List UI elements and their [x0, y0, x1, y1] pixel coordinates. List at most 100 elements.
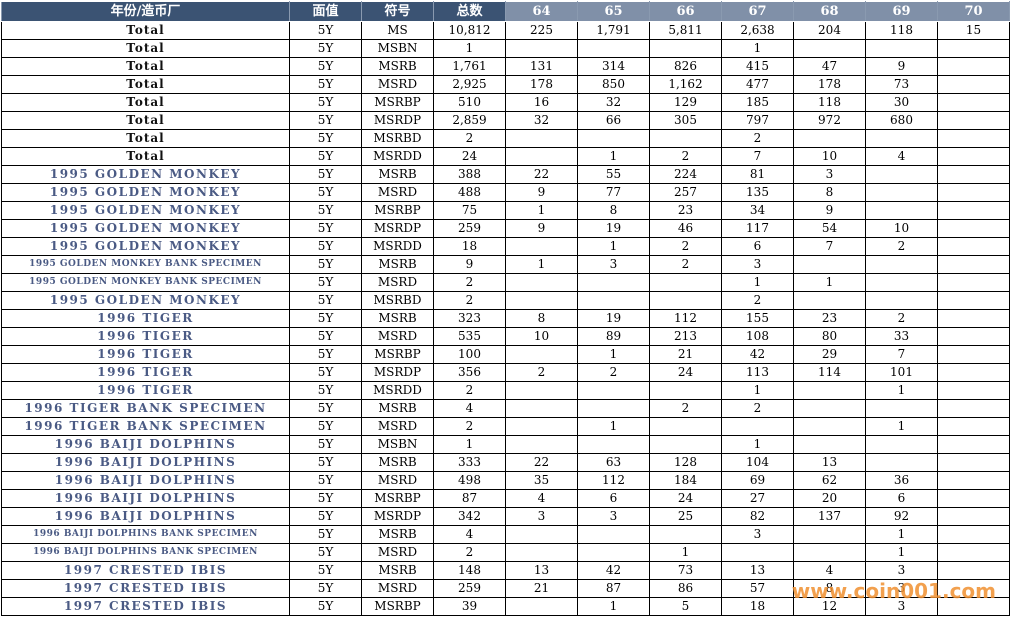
- cell: 4: [433, 399, 506, 418]
- empty-cell: [937, 363, 1010, 382]
- coin-name: 1996 TIGER: [1, 363, 290, 382]
- cell: 2,638: [721, 21, 794, 40]
- coin-name: Total: [1, 39, 290, 58]
- cell: 5Y: [289, 489, 362, 508]
- cell: 185: [721, 93, 794, 112]
- empty-cell: [865, 399, 938, 418]
- empty-cell: [937, 291, 1010, 310]
- empty-cell: [937, 201, 1010, 220]
- cell: 2: [649, 255, 722, 274]
- column-header: 年份/造币厂: [1, 1, 290, 22]
- cell: 80: [793, 327, 866, 346]
- cell: 5Y: [289, 417, 362, 436]
- cell: MSRD: [361, 471, 434, 490]
- cell: 117: [721, 219, 794, 238]
- cell: 22: [505, 165, 578, 184]
- cell: 23: [649, 201, 722, 220]
- cell: 5,811: [649, 21, 722, 40]
- empty-cell: [793, 381, 866, 400]
- cell: 18: [721, 597, 794, 616]
- cell: 13: [505, 561, 578, 580]
- cell: 305: [649, 111, 722, 130]
- cell: 112: [577, 471, 650, 490]
- table-row: 1995 GOLDEN MONKEY BANK SPECIMEN 5Y MSRD 2 1…: [1, 273, 1010, 292]
- empty-cell: [505, 435, 578, 454]
- cell: 13: [793, 453, 866, 472]
- cell: 36: [865, 471, 938, 490]
- cell: 2: [433, 129, 506, 148]
- cell: 101: [865, 363, 938, 382]
- table-row: Total 5Y MSRBD 2 2: [1, 129, 1010, 148]
- cell: 89: [577, 327, 650, 346]
- cell: 1: [865, 417, 938, 436]
- cell: 62: [793, 471, 866, 490]
- cell: MSRD: [361, 75, 434, 94]
- table-row: 1995 GOLDEN MONKEY 5Y MSRDP 259 9 19 46 117 54 10: [1, 219, 1010, 238]
- cell: 1: [865, 525, 938, 544]
- empty-cell: [505, 543, 578, 562]
- cell: 87: [577, 579, 650, 598]
- table-row: 1995 GOLDEN MONKEY 5Y MSRBP 75 1 8 23 34 9: [1, 201, 1010, 220]
- cell: 19: [577, 309, 650, 328]
- column-header: 68: [793, 1, 866, 22]
- cell: 3: [721, 255, 794, 274]
- cell: 1: [505, 255, 578, 274]
- cell: 42: [721, 345, 794, 364]
- cell: 1: [721, 273, 794, 292]
- cell: MSRD: [361, 543, 434, 562]
- cell: 2,925: [433, 75, 506, 94]
- cell: 108: [721, 327, 794, 346]
- cell: 5Y: [289, 93, 362, 112]
- empty-cell: [649, 525, 722, 544]
- empty-cell: [865, 453, 938, 472]
- coin-name: Total: [1, 147, 290, 166]
- cell: 57: [721, 579, 794, 598]
- empty-cell: [937, 39, 1010, 58]
- table-row: 1996 BAIJI DOLPHINS BANK SPECIMEN 5Y MSRD 2…: [1, 543, 1010, 562]
- cell: 488: [433, 183, 506, 202]
- cell: 257: [649, 183, 722, 202]
- cell: 972: [793, 111, 866, 130]
- cell: MSRB: [361, 453, 434, 472]
- coin-name: 1995 GOLDEN MONKEY BANK SPECIMEN: [1, 255, 290, 274]
- coin-name: Total: [1, 57, 290, 76]
- cell: 3: [505, 507, 578, 526]
- cell: MSRB: [361, 525, 434, 544]
- column-header: 符号: [361, 1, 434, 22]
- table-body: Total 5Y MS 10,812 225 1,791 5,811 2,638 204 118 1…: [1, 21, 1010, 616]
- cell: 6: [577, 489, 650, 508]
- cell: MSRBP: [361, 345, 434, 364]
- cell: 34: [721, 201, 794, 220]
- empty-cell: [649, 435, 722, 454]
- cell: 82: [721, 507, 794, 526]
- cell: 129: [649, 93, 722, 112]
- table-row: Total 5Y MSBN 1 1: [1, 39, 1010, 58]
- cell: 21: [649, 345, 722, 364]
- cell: 1,791: [577, 21, 650, 40]
- cell: 5Y: [289, 219, 362, 238]
- cell: 5Y: [289, 39, 362, 58]
- empty-cell: [937, 561, 1010, 580]
- empty-cell: [937, 345, 1010, 364]
- empty-cell: [505, 129, 578, 148]
- cell: 1: [505, 201, 578, 220]
- cell: 9: [793, 201, 866, 220]
- cell: 5Y: [289, 237, 362, 256]
- empty-cell: [577, 435, 650, 454]
- cell: 9: [505, 219, 578, 238]
- cell: 1: [577, 597, 650, 616]
- empty-cell: [865, 165, 938, 184]
- cell: 5Y: [289, 543, 362, 562]
- cell: 24: [649, 489, 722, 508]
- cell: 27: [721, 489, 794, 508]
- table-row: Total 5Y MSRDD 24 1 2 7 10 4: [1, 147, 1010, 166]
- cell: 3: [865, 561, 938, 580]
- cell: 5Y: [289, 21, 362, 40]
- empty-cell: [505, 147, 578, 166]
- empty-cell: [865, 183, 938, 202]
- cell: MSRD: [361, 579, 434, 598]
- table-row: 1996 TIGER 5Y MSRD 535 10 89 213 108 80 33: [1, 327, 1010, 346]
- coin-name: 1996 TIGER: [1, 309, 290, 328]
- cell: 1: [577, 147, 650, 166]
